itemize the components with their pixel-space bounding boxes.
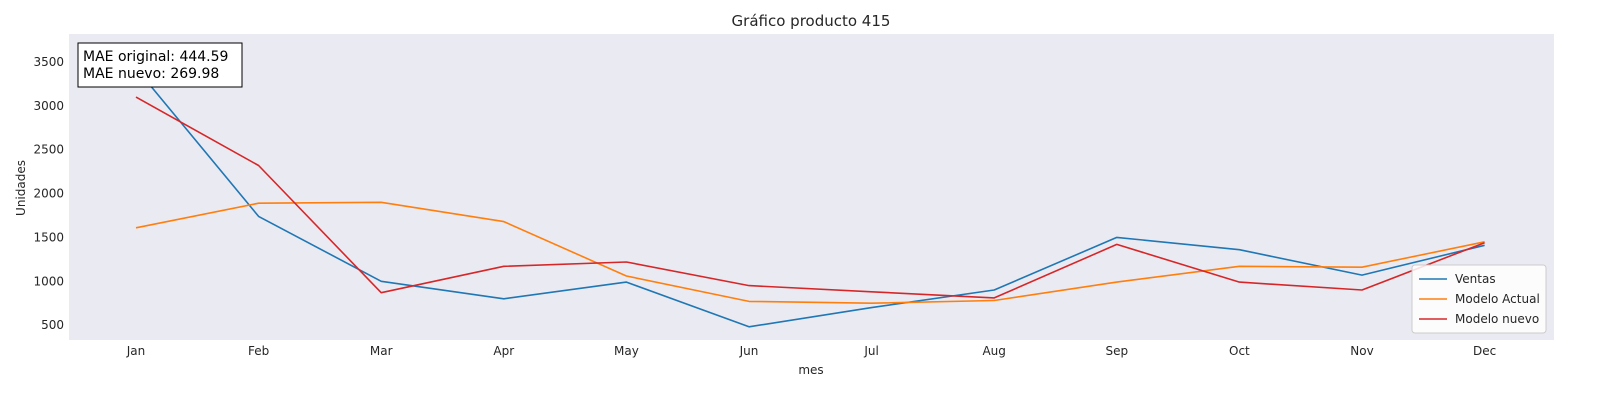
legend-label: Modelo nuevo — [1455, 312, 1539, 326]
x-tick-label: Apr — [493, 344, 514, 358]
x-tick-label: Oct — [1229, 344, 1250, 358]
legend: Ventas Modelo Actual Modelo nuevo — [1411, 264, 1547, 334]
y-tick-label: 3500 — [33, 55, 64, 69]
y-tick-label: 2000 — [33, 187, 64, 201]
y-tick-label: 2500 — [33, 143, 64, 157]
series-lines — [135, 67, 1485, 328]
legend-label: Modelo Actual — [1455, 292, 1540, 306]
y-tick-label: 500 — [41, 318, 64, 332]
y-tick-label: 1500 — [33, 230, 64, 244]
x-tick-label: Jul — [863, 344, 878, 358]
y-tick-label: 1000 — [33, 274, 64, 288]
annotation-mae-original: MAE original: 444.59 — [83, 49, 228, 65]
y-axis-label: Unidades — [14, 160, 28, 216]
series-line-modelo-nuevo — [135, 96, 1485, 299]
x-axis-ticks: Jan Feb Mar Apr May Jun Jul Aug Sep Oct Nov Dec — [126, 344, 1496, 358]
chart-title: Gráfico producto 415 — [732, 12, 891, 30]
plot-area — [69, 34, 1554, 340]
legend-label: Ventas — [1455, 272, 1496, 286]
x-tick-label: Mar — [370, 344, 393, 358]
x-tick-label: May — [614, 344, 639, 358]
x-tick-label: Feb — [248, 344, 269, 358]
series-line-modelo-actual — [135, 201, 1485, 305]
mae-annotation: MAE original: 444.59 MAE nuevo: 269.98 — [77, 42, 243, 88]
x-tick-label: Jun — [739, 344, 759, 358]
annotation-mae-nuevo: MAE nuevo: 269.98 — [83, 66, 219, 82]
x-tick-label: Dec — [1473, 344, 1496, 358]
x-tick-label: Sep — [1105, 344, 1128, 358]
annotation-box — [77, 42, 243, 88]
y-axis-ticks: 500 1000 1500 2000 2500 3000 3500 — [33, 55, 64, 332]
legend-box — [1411, 264, 1547, 334]
x-tick-label: Jan — [126, 344, 146, 358]
x-tick-label: Aug — [982, 344, 1005, 358]
x-tick-label: Nov — [1350, 344, 1373, 358]
y-tick-label: 3000 — [33, 99, 64, 113]
x-axis-label: mes — [798, 363, 823, 377]
